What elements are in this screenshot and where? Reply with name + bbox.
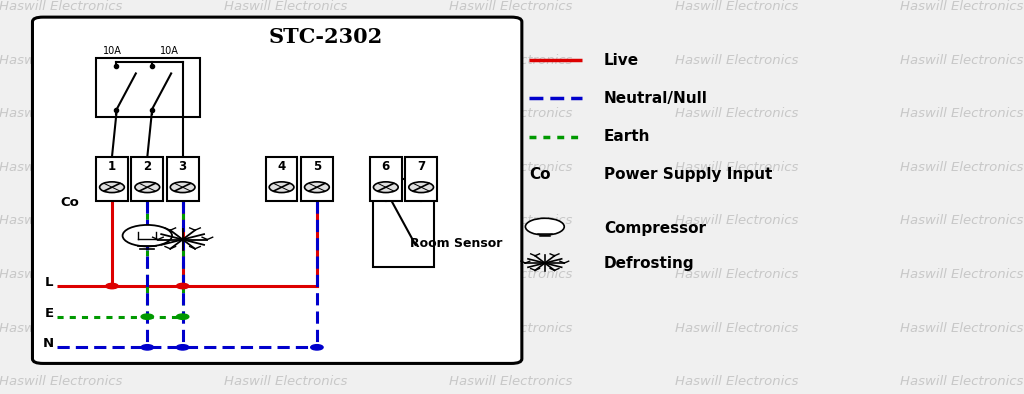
Circle shape xyxy=(123,225,172,246)
Text: Haswill Electronics: Haswill Electronics xyxy=(0,0,122,13)
Text: 10A: 10A xyxy=(160,46,179,56)
Text: Haswill Electronics: Haswill Electronics xyxy=(675,268,798,281)
Circle shape xyxy=(176,345,188,350)
Text: Haswill Electronics: Haswill Electronics xyxy=(900,214,1023,227)
Text: Co: Co xyxy=(60,195,79,208)
Text: Haswill Electronics: Haswill Electronics xyxy=(675,54,798,67)
Text: Compressor: Compressor xyxy=(604,221,706,236)
Text: Haswill Electronics: Haswill Electronics xyxy=(0,54,122,67)
Text: Haswill Electronics: Haswill Electronics xyxy=(0,107,122,120)
Text: Power Supply Input: Power Supply Input xyxy=(604,167,772,182)
Text: Haswill Electronics: Haswill Electronics xyxy=(900,268,1023,281)
Text: Haswill Electronics: Haswill Electronics xyxy=(450,0,572,13)
Text: Haswill Electronics: Haswill Electronics xyxy=(450,322,572,335)
Text: Haswill Electronics: Haswill Electronics xyxy=(900,107,1023,120)
Circle shape xyxy=(141,345,154,350)
Text: 3: 3 xyxy=(178,160,186,173)
Text: 2: 2 xyxy=(143,160,152,173)
Bar xyxy=(265,157,298,201)
Text: Haswill Electronics: Haswill Electronics xyxy=(900,375,1023,388)
Text: Room Sensor: Room Sensor xyxy=(411,238,503,251)
Text: Haswill Electronics: Haswill Electronics xyxy=(675,161,798,174)
Text: Defrosting: Defrosting xyxy=(604,256,694,271)
Bar xyxy=(167,157,199,201)
Text: Haswill Electronics: Haswill Electronics xyxy=(900,54,1023,67)
Text: Haswill Electronics: Haswill Electronics xyxy=(450,54,572,67)
Text: N: N xyxy=(43,337,53,350)
Bar xyxy=(301,157,333,201)
Text: Haswill Electronics: Haswill Electronics xyxy=(224,107,347,120)
Text: Haswill Electronics: Haswill Electronics xyxy=(675,107,798,120)
Text: E: E xyxy=(44,307,53,320)
Text: Haswill Electronics: Haswill Electronics xyxy=(0,268,122,281)
Text: Haswill Electronics: Haswill Electronics xyxy=(224,161,347,174)
FancyBboxPatch shape xyxy=(33,17,522,363)
Text: 1: 1 xyxy=(108,160,116,173)
Text: Haswill Electronics: Haswill Electronics xyxy=(900,0,1023,13)
Circle shape xyxy=(310,345,324,350)
Text: Haswill Electronics: Haswill Electronics xyxy=(224,322,347,335)
Bar xyxy=(131,157,163,201)
Circle shape xyxy=(135,182,160,193)
Text: 5: 5 xyxy=(312,160,322,173)
Circle shape xyxy=(99,182,124,193)
Text: Haswill Electronics: Haswill Electronics xyxy=(0,214,122,227)
Circle shape xyxy=(176,314,188,320)
Text: 10A: 10A xyxy=(102,46,122,56)
Text: Haswill Electronics: Haswill Electronics xyxy=(450,375,572,388)
Circle shape xyxy=(304,182,330,193)
Text: Haswill Electronics: Haswill Electronics xyxy=(450,107,572,120)
Circle shape xyxy=(269,182,294,193)
Text: 7: 7 xyxy=(417,160,425,173)
Bar xyxy=(374,179,433,267)
Text: 6: 6 xyxy=(382,160,390,173)
Bar xyxy=(96,58,201,117)
Text: Haswill Electronics: Haswill Electronics xyxy=(675,214,798,227)
Text: Haswill Electronics: Haswill Electronics xyxy=(675,0,798,13)
Text: L: L xyxy=(45,276,53,289)
Circle shape xyxy=(525,218,564,235)
Circle shape xyxy=(105,283,118,289)
Circle shape xyxy=(374,182,398,193)
Text: Haswill Electronics: Haswill Electronics xyxy=(224,214,347,227)
Circle shape xyxy=(170,182,195,193)
Bar xyxy=(96,157,128,201)
Text: Haswill Electronics: Haswill Electronics xyxy=(675,322,798,335)
Text: Haswill Electronics: Haswill Electronics xyxy=(224,375,347,388)
Text: Haswill Electronics: Haswill Electronics xyxy=(450,214,572,227)
Text: Live: Live xyxy=(604,52,639,67)
Text: Co: Co xyxy=(529,167,551,182)
Bar xyxy=(406,157,437,201)
Circle shape xyxy=(141,314,154,320)
Text: Haswill Electronics: Haswill Electronics xyxy=(900,322,1023,335)
Circle shape xyxy=(409,182,433,193)
Text: Haswill Electronics: Haswill Electronics xyxy=(0,322,122,335)
Text: Haswill Electronics: Haswill Electronics xyxy=(450,268,572,281)
Bar xyxy=(370,157,401,201)
Text: Haswill Electronics: Haswill Electronics xyxy=(224,268,347,281)
Text: Neutral/Null: Neutral/Null xyxy=(604,91,708,106)
Text: Haswill Electronics: Haswill Electronics xyxy=(0,375,122,388)
Text: Haswill Electronics: Haswill Electronics xyxy=(224,54,347,67)
Text: Haswill Electronics: Haswill Electronics xyxy=(900,161,1023,174)
Text: Haswill Electronics: Haswill Electronics xyxy=(450,161,572,174)
Text: Haswill Electronics: Haswill Electronics xyxy=(675,375,798,388)
Text: 4: 4 xyxy=(278,160,286,173)
Text: Haswill Electronics: Haswill Electronics xyxy=(224,0,347,13)
Text: STC-2302: STC-2302 xyxy=(268,27,383,47)
Circle shape xyxy=(176,283,188,289)
Text: Haswill Electronics: Haswill Electronics xyxy=(0,161,122,174)
Text: Earth: Earth xyxy=(604,129,650,144)
